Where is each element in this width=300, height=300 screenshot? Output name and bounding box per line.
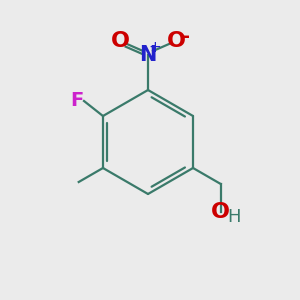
Text: +: +	[148, 40, 161, 56]
Text: -: -	[182, 26, 190, 46]
Text: O: O	[167, 31, 185, 51]
Text: F: F	[70, 92, 84, 110]
Text: O: O	[211, 202, 230, 222]
Text: H: H	[227, 208, 241, 226]
Text: N: N	[139, 45, 157, 65]
Text: O: O	[110, 31, 130, 51]
